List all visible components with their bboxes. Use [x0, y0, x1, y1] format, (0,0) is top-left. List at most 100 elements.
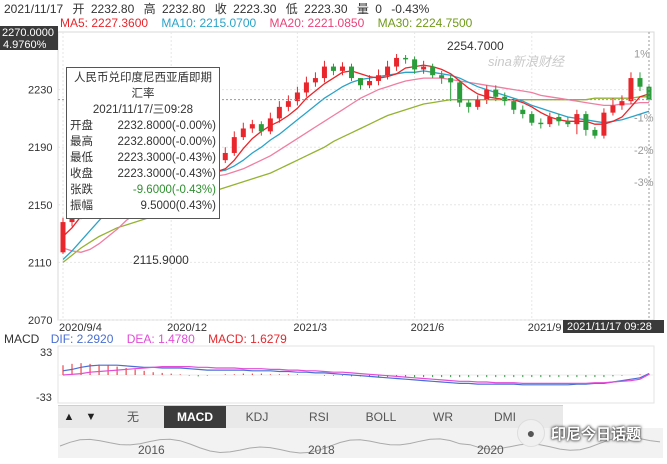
indicator-tabs: ▲ ▼ 无 MACD KDJ RSI BOLL WR DMI — [58, 405, 563, 428]
pct-axis: 1%-1%-2%-3% — [634, 48, 654, 189]
candle-body — [358, 78, 364, 86]
header-open-label: 开 — [73, 2, 85, 16]
ma5-legend: MA5: 2227.3600 — [60, 16, 148, 30]
y-axis: 2070 2110 2150 2190 2230 — [28, 85, 52, 327]
top-pct-tag: 4.9760% — [3, 39, 47, 51]
grid — [58, 32, 654, 321]
candle-body — [267, 118, 273, 132]
overview-year-2018: 2018 — [308, 443, 335, 457]
max-marker: 2254.7000 — [447, 39, 504, 53]
tab-boll[interactable]: BOLL — [365, 410, 397, 424]
y-tick-label: 2230 — [28, 85, 52, 97]
candle-body — [276, 106, 282, 119]
tab-dmi[interactable]: DMI — [494, 410, 516, 424]
candle-body — [285, 101, 291, 107]
candle-body — [619, 101, 625, 106]
dif-legend: DIF: 2.2920 — [51, 332, 114, 346]
candle-body — [493, 89, 499, 97]
tab-wr[interactable]: WR — [433, 410, 453, 424]
tooltip-value: 2223.3000(-0.43%) — [117, 168, 216, 180]
x-tick-label: 2021/3 — [293, 322, 327, 334]
tooltip-row-high: 最高 2232.8000(-0.00%) — [70, 134, 216, 150]
candle-body — [637, 78, 643, 87]
tab-kdj[interactable]: KDJ — [245, 410, 269, 424]
y-tick-label: 2110 — [28, 257, 52, 269]
header-line: 2021/11/17 开 2232.80 高 2232.80 收 2223.30… — [4, 1, 430, 16]
candle-body — [312, 78, 318, 83]
ma30-legend: MA30: 2224.7500 — [378, 16, 473, 30]
sina-watermark: sina新浪财经 — [488, 54, 566, 69]
candle-body — [628, 78, 634, 102]
tooltip-label: 最高 — [70, 136, 93, 148]
top-price-tag: 2270.0000 — [2, 27, 54, 39]
macd-label: MACD — [4, 332, 40, 346]
header-high: 2232.80 — [162, 2, 206, 16]
overview-year-2020: 2020 — [477, 443, 504, 457]
candle-body — [520, 109, 526, 115]
candle-body — [303, 82, 309, 93]
candle-body — [258, 124, 264, 132]
pct-tick-label: -3% — [634, 177, 654, 189]
pct-tick-label: -2% — [634, 145, 654, 157]
x-tick-label: 2020/12 — [167, 322, 207, 334]
macd-y-top: 33 — [40, 347, 52, 359]
candle-body — [601, 112, 607, 136]
candle-body — [583, 114, 589, 130]
candle-body — [448, 78, 454, 83]
top-price-tag-bg — [0, 26, 58, 38]
tooltip-label: 开盘 — [70, 120, 93, 132]
candle-body — [348, 66, 354, 79]
tab-none[interactable]: 无 — [126, 410, 139, 424]
candle-body — [511, 101, 517, 110]
candle-body — [529, 114, 535, 123]
candle-body — [339, 66, 345, 71]
wechat-watermark-text: 印尼今日话题 — [551, 425, 642, 443]
tab-macd[interactable]: MACD — [164, 406, 226, 428]
candle-body — [565, 121, 571, 125]
candle-body — [475, 99, 481, 107]
ma20-legend: MA20: 2221.0850 — [270, 16, 365, 30]
candle-body — [421, 66, 427, 70]
overview-line — [59, 436, 661, 454]
scroll-up-button[interactable]: ▲ — [63, 411, 75, 423]
pct-tick-label: 1% — [634, 48, 650, 60]
candle-body — [394, 57, 400, 67]
tooltip-value: 9.5000(0.43%) — [140, 200, 216, 212]
dif-line — [62, 364, 650, 386]
x-axis: 2020/9/4 2020/12 2021/3 2021/6 2021/9 — [59, 322, 561, 334]
y-tick-label: 2190 — [28, 142, 52, 154]
candle-body — [294, 92, 300, 102]
scroll-down-button[interactable]: ▼ — [85, 411, 97, 423]
top-pct-tag-bg — [0, 38, 58, 50]
overview-strip[interactable] — [58, 428, 663, 458]
candle-body — [502, 96, 508, 102]
header-low: 2223.30 — [304, 2, 348, 16]
candle-body — [222, 152, 228, 161]
candle-body — [430, 66, 436, 76]
tooltip-title: 人民币兑印度尼西亚盾即期汇率 — [74, 72, 212, 100]
candle-body — [556, 116, 562, 122]
candle-body — [249, 124, 255, 129]
ma-legend: MA5: 2227.3600 MA10: 2215.0700 MA20: 222… — [60, 16, 473, 30]
candle-body — [439, 75, 445, 79]
tooltip-row-low: 最低 2223.3000(-0.43%) — [70, 150, 216, 166]
tooltip-value: 2232.8000(-0.00%) — [117, 120, 216, 132]
header-close: 2223.30 — [233, 2, 277, 16]
wechat-icon: ● — [517, 419, 545, 447]
wechat-watermark: ● 印尼今日话题 — [517, 418, 662, 448]
tooltip-datetime: 2021/11/17/三09:28 — [92, 104, 194, 116]
candle-body — [240, 128, 246, 138]
tooltip-value: 2223.3000(-0.43%) — [117, 152, 216, 164]
candle-body — [376, 75, 382, 81]
candle-body — [60, 222, 66, 253]
tab-rsi[interactable]: RSI — [308, 410, 329, 424]
tooltip-label: 张跌 — [70, 184, 93, 196]
ma10-legend: MA10: 2215.0700 — [161, 16, 256, 30]
header-open: 2232.80 — [91, 2, 135, 16]
macd-y-bottom: -33 — [36, 392, 52, 404]
tooltip-value: -9.6000(-0.43%) — [132, 184, 216, 196]
candle-body — [385, 66, 391, 76]
x-tick-label: 2021/9 — [528, 322, 562, 334]
tooltip-row-close: 收盘 2223.3000(-0.43%) — [70, 166, 216, 182]
tooltip-value: 2232.8000(-0.00%) — [117, 136, 216, 148]
